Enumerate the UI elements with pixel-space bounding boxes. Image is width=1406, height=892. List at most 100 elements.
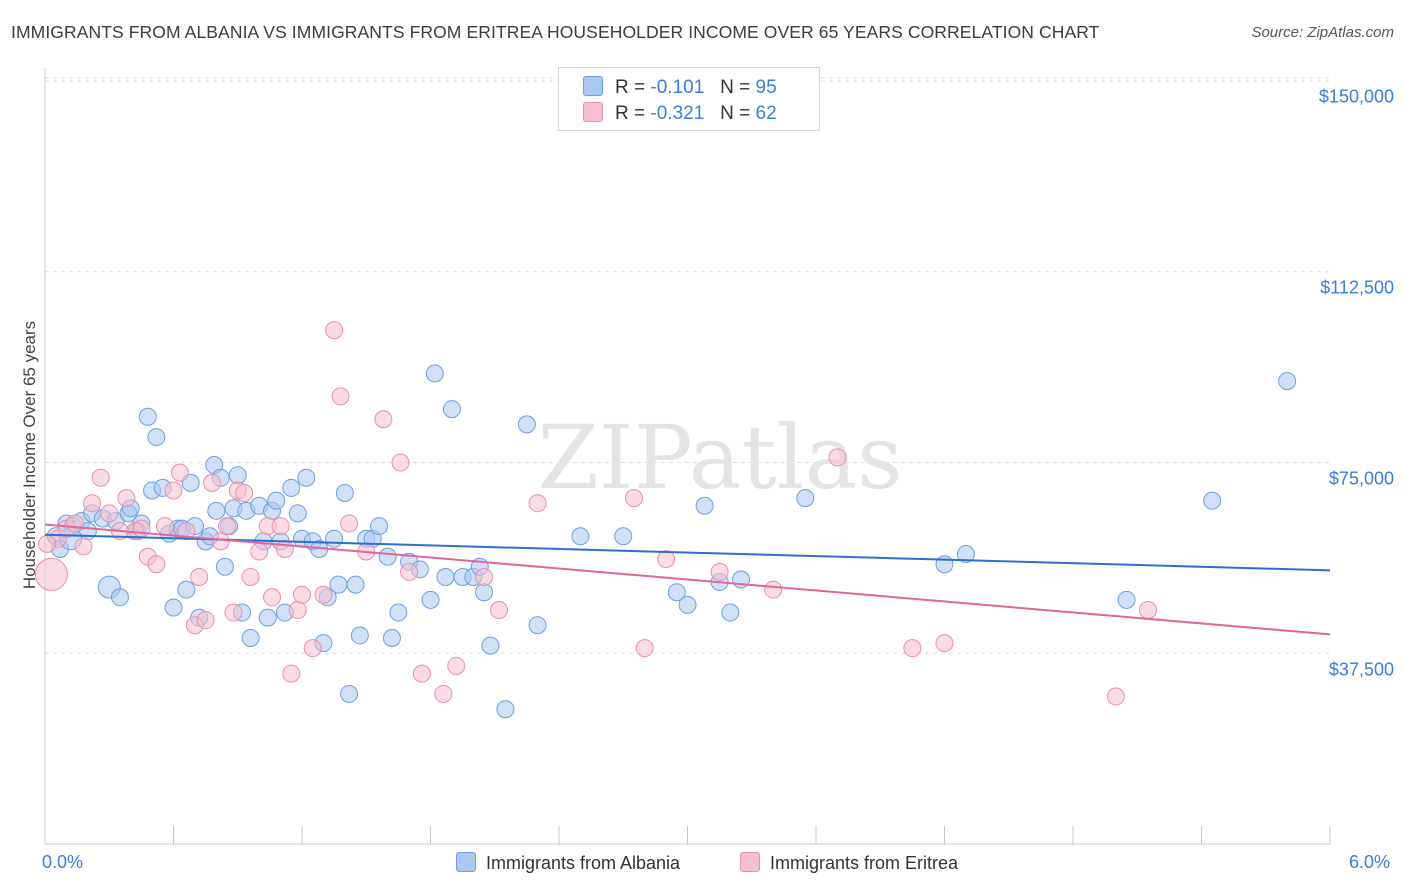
eritrea-point [164, 481, 183, 500]
y-tick-label: $37,500 [1328, 659, 1394, 680]
y-tick-label: $112,500 [1320, 277, 1394, 298]
albania-point [370, 517, 389, 536]
albania-point [528, 616, 547, 635]
eritrea-swatch [583, 102, 603, 122]
eritrea-point [447, 656, 466, 675]
eritrea-point [293, 585, 311, 604]
albania-point [481, 636, 500, 655]
eritrea-point [434, 684, 453, 703]
y-tick-label: $150,000 [1318, 86, 1394, 107]
eritrea-point [65, 514, 84, 533]
albania-point [1278, 372, 1297, 391]
albania-point [956, 545, 975, 564]
eritrea-point [34, 557, 68, 591]
eritrea-point [903, 639, 922, 658]
albania-point [614, 527, 633, 546]
eritrea-point [224, 603, 243, 622]
eritrea-point [303, 639, 322, 658]
legend-row-albania: R = -0.101 N = 95 [583, 76, 777, 100]
eritrea-point [828, 448, 847, 467]
eritrea-point [91, 468, 110, 487]
albania-point [436, 567, 455, 586]
eritrea-point [374, 410, 393, 429]
eritrea-point [147, 555, 166, 574]
albania-point [678, 595, 697, 614]
albania-point [325, 529, 344, 548]
chart-title: IMMIGRANTS FROM ALBANIA VS IMMIGRANTS FR… [11, 22, 1100, 42]
eritrea-point [132, 519, 151, 538]
albania-point [425, 364, 444, 383]
albania-swatch [583, 76, 603, 96]
n-value: 95 [755, 77, 777, 98]
albania-point [110, 588, 129, 607]
r-value: -0.101 [650, 77, 705, 98]
albania-point [667, 583, 686, 602]
eritrea-point [314, 585, 333, 604]
eritrea-point [710, 562, 729, 581]
n-label: N = [720, 77, 751, 98]
eritrea-point [275, 539, 294, 558]
eritrea-point [325, 321, 344, 340]
albania-trend-line [44, 533, 1331, 572]
eritrea-point [117, 489, 136, 508]
albania-point [207, 501, 226, 520]
albania-point [517, 415, 536, 434]
eritrea-point [100, 504, 119, 523]
albania-point [329, 575, 348, 594]
albania-point [177, 580, 196, 599]
eritrea-point [235, 484, 254, 503]
bottom-legend-eritrea: Immigrants from Eritrea [740, 852, 958, 874]
albania-point [164, 598, 183, 617]
eritrea-point [38, 534, 57, 553]
n-value: 62 [755, 103, 777, 124]
r-label: R = [615, 103, 646, 124]
albania-point [442, 400, 461, 419]
eritrea-point [528, 494, 547, 513]
eritrea-point [218, 517, 237, 536]
albania-point [346, 575, 365, 594]
albania-swatch [456, 852, 476, 872]
x-tick-label: 0.0% [42, 852, 84, 872]
eritrea-point [490, 601, 509, 620]
eritrea-point [155, 517, 174, 536]
eritrea-point [211, 532, 230, 551]
y-tick-label: $75,000 [1328, 468, 1394, 489]
albania-point [340, 684, 359, 703]
legend-label: Immigrants from Albania [486, 853, 681, 873]
albania-point [350, 626, 369, 645]
albania-point [282, 478, 301, 497]
albania-point [1117, 590, 1136, 609]
eritrea-trend-line [44, 523, 1331, 636]
albania-point [496, 700, 515, 719]
legend-label: Immigrants from Eritrea [770, 853, 959, 873]
albania-point [258, 608, 277, 627]
albania-point [421, 590, 440, 609]
eritrea-point [271, 517, 290, 536]
eritrea-point [263, 588, 282, 607]
eritrea-swatch [740, 852, 760, 872]
eritrea-point [340, 514, 359, 533]
albania-point [796, 489, 815, 508]
eritrea-point [241, 567, 260, 586]
albania-point [378, 547, 397, 566]
eritrea-point [331, 387, 350, 406]
eritrea-point [412, 664, 431, 683]
legend: R = -0.101 N = 95 R = -0.321 N = 62 [558, 67, 820, 131]
albania-point [382, 628, 401, 647]
eritrea-point [1138, 601, 1157, 620]
albania-point [475, 583, 494, 602]
eritrea-point [83, 494, 102, 513]
eritrea-point [74, 537, 93, 556]
eritrea-point [635, 639, 654, 658]
albania-point [335, 484, 354, 503]
albania-point [1203, 491, 1222, 510]
eritrea-point [400, 562, 419, 581]
albania-point [241, 628, 260, 647]
eritrea-point [203, 473, 222, 492]
eritrea-point [935, 634, 954, 653]
albania-point [695, 496, 714, 515]
r-value: -0.321 [650, 103, 705, 124]
eritrea-point [196, 611, 215, 630]
eritrea-point [657, 550, 676, 569]
